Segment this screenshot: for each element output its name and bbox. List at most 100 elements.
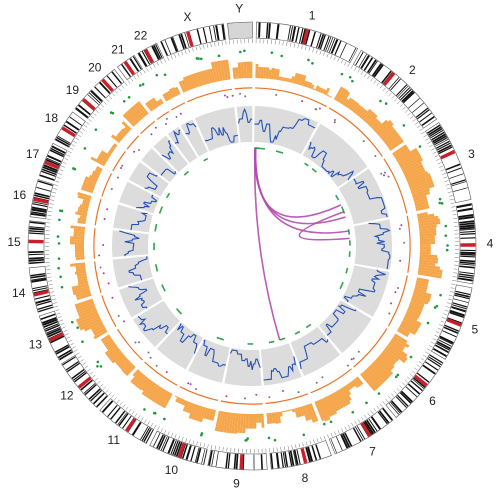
magenta-dot xyxy=(399,259,402,262)
copy-number-bar xyxy=(76,272,87,278)
magenta-dot xyxy=(255,393,258,396)
tick-mark xyxy=(214,42,216,47)
tick-mark xyxy=(297,44,299,49)
green-dot xyxy=(57,257,61,260)
tick-mark xyxy=(188,48,191,53)
tick-mark xyxy=(316,438,319,443)
copy-number-bar xyxy=(289,409,293,411)
copy-number-bar xyxy=(73,228,85,233)
tick-mark xyxy=(127,80,131,84)
ideogram-band xyxy=(65,361,79,371)
copy-number-bar xyxy=(216,60,223,82)
blue-profile-line xyxy=(160,168,176,176)
copy-number-bar xyxy=(381,128,396,141)
green-dot-track xyxy=(56,49,449,442)
gray-band-segment xyxy=(354,219,392,270)
magenta-dot xyxy=(155,364,158,367)
ideogram-band xyxy=(41,170,56,177)
tick-mark xyxy=(444,309,449,312)
ideogram-band xyxy=(59,351,73,361)
copy-number-line xyxy=(94,261,102,293)
copy-number-bar xyxy=(342,98,349,106)
tick-mark xyxy=(100,383,104,387)
tick-mark xyxy=(404,109,409,113)
tick-mark xyxy=(453,272,458,274)
copy-number-bar xyxy=(397,150,419,165)
ideogram-band xyxy=(459,263,475,266)
copy-number-bar xyxy=(185,75,193,90)
copy-number-bar xyxy=(276,411,282,424)
tick-mark xyxy=(432,151,437,154)
tick-mark xyxy=(210,444,213,449)
copy-number-bar xyxy=(198,71,206,86)
copy-number-bar xyxy=(213,61,221,82)
chromosome-label-5: 5 xyxy=(471,323,478,337)
tick-mark xyxy=(391,95,395,99)
copy-number-bar xyxy=(408,303,423,312)
ideogram-band xyxy=(267,23,271,39)
ideogram-band xyxy=(439,335,454,345)
ideogram-band xyxy=(410,380,423,392)
ideogram-band xyxy=(381,70,392,84)
tick-mark xyxy=(453,218,458,220)
ideogram-band xyxy=(458,213,474,218)
ideogram-band xyxy=(316,33,322,48)
green-dot xyxy=(197,57,200,60)
magenta-dot xyxy=(321,376,324,379)
copy-number-bar xyxy=(162,392,173,409)
copy-number-bar xyxy=(294,407,300,418)
copy-number-bar xyxy=(93,329,108,340)
copy-number-bar xyxy=(124,111,138,125)
copy-number-bar xyxy=(249,61,253,79)
link-green xyxy=(175,307,183,315)
tick-mark xyxy=(118,87,122,92)
chromosome-label-2: 2 xyxy=(409,63,416,77)
magenta-dot xyxy=(120,167,123,170)
ideogram-band xyxy=(344,432,353,447)
copy-number-bar xyxy=(415,203,429,209)
ideogram-band xyxy=(55,345,70,355)
copy-number-bar xyxy=(380,352,396,366)
centromere-marker xyxy=(177,442,186,458)
copy-number-bar xyxy=(132,104,145,119)
tick-mark xyxy=(449,198,454,201)
tick-mark xyxy=(427,141,431,144)
copy-number-bar xyxy=(106,346,120,358)
copy-number-bar xyxy=(149,99,158,109)
magenta-dot xyxy=(333,119,336,122)
tick-mark xyxy=(347,424,351,429)
tick-mark xyxy=(376,82,380,87)
ideogram-band xyxy=(30,273,46,277)
copy-number-bar xyxy=(419,232,437,237)
ideogram-band xyxy=(458,271,474,275)
copy-number-bar xyxy=(359,109,368,119)
copy-number-bar xyxy=(325,395,338,415)
magenta-dot xyxy=(281,389,284,392)
tick-mark xyxy=(130,78,134,82)
copy-number-bar xyxy=(76,303,96,313)
copy-number-bar xyxy=(280,76,284,81)
ideogram-band xyxy=(185,445,192,460)
ideogram-band xyxy=(458,273,474,277)
copy-number-bar xyxy=(108,348,121,360)
tick-mark xyxy=(140,417,144,421)
copy-number-bar xyxy=(91,172,100,179)
ideogram-band xyxy=(356,425,366,440)
ideogram-band xyxy=(431,131,445,141)
green-dot xyxy=(70,320,74,324)
ideogram-band xyxy=(172,440,179,456)
ideogram-segment-y xyxy=(227,21,253,40)
magenta-dot xyxy=(99,266,102,269)
tick-mark xyxy=(108,392,112,396)
tick-mark xyxy=(144,419,147,423)
ideogram-band xyxy=(305,447,311,463)
copy-number-bar xyxy=(222,59,229,81)
centromere-marker xyxy=(446,318,462,327)
link-green xyxy=(216,336,225,341)
copy-number-bar xyxy=(214,410,222,432)
tick-mark xyxy=(177,52,180,57)
copy-number-line xyxy=(265,393,309,405)
copy-number-bar xyxy=(95,166,103,172)
copy-number-bar xyxy=(240,62,245,79)
ideogram-band xyxy=(129,58,140,72)
